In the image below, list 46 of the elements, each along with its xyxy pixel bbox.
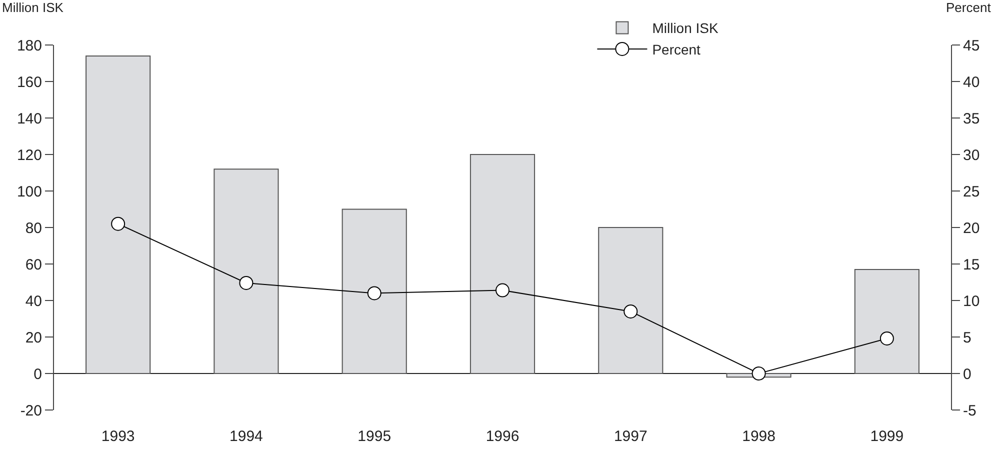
point <box>624 304 638 318</box>
x-tick-label: 1993 <box>101 428 135 445</box>
y-tick-label: 40 <box>25 292 42 310</box>
point <box>880 331 894 346</box>
bar <box>214 168 279 374</box>
y2-tick-label: 35 <box>963 110 980 128</box>
x-tick-label: 1998 <box>742 428 776 445</box>
y-tick-label: 80 <box>25 220 42 237</box>
y2-tick-label: 20 <box>963 220 980 237</box>
y2-tick-label: 40 <box>963 74 980 91</box>
bar <box>86 55 151 374</box>
y-tick-label: 120 <box>16 146 42 164</box>
y-tick-label: 0 <box>34 366 42 383</box>
point <box>111 216 126 231</box>
bar <box>854 268 920 374</box>
x-tick-label: 1999 <box>870 428 904 445</box>
y2-tick-label: 0 <box>963 366 972 383</box>
y2-axis-title: Percent <box>946 0 992 15</box>
y2-tick-label: 15 <box>963 256 980 274</box>
y-tick-label: 60 <box>25 256 42 274</box>
y-tick-label: 100 <box>16 183 42 200</box>
y2-tick-label: 10 <box>963 292 980 310</box>
y-tick-label: 160 <box>16 74 42 91</box>
x-tick-label: 1995 <box>358 428 392 445</box>
y2-tick-label: -5 <box>963 402 976 420</box>
bar <box>598 227 664 374</box>
bar <box>470 154 536 374</box>
point <box>496 283 510 298</box>
x-tick-label: 1997 <box>614 428 648 445</box>
point <box>752 366 766 380</box>
y2-tick-label: 30 <box>963 146 980 164</box>
x-tick-label: 1996 <box>486 428 520 445</box>
y-axis-title: Million ISK <box>2 0 64 15</box>
bar <box>342 208 407 374</box>
legend-label: Percent <box>652 41 701 58</box>
x-tick-label: 1994 <box>230 428 263 445</box>
y-tick-label: 180 <box>16 37 42 54</box>
y2-tick-label: 45 <box>963 37 980 54</box>
y2-tick-label: 25 <box>963 183 980 200</box>
y-tick-label: 140 <box>16 110 42 128</box>
y-tick-label: 20 <box>25 329 42 346</box>
point <box>367 286 382 300</box>
legend-label: Million ISK <box>652 20 719 36</box>
y2-tick-label: 5 <box>963 329 972 346</box>
y-tick-label: -20 <box>20 402 42 420</box>
point <box>239 276 254 290</box>
